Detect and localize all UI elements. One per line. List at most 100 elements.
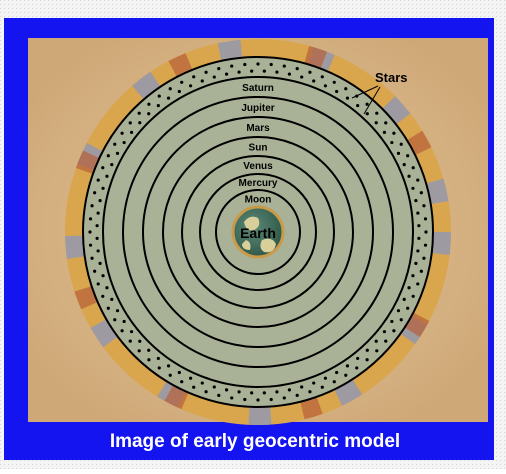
star-dot xyxy=(230,64,233,67)
stars-label: Stars xyxy=(375,70,408,85)
star-dot xyxy=(138,121,141,124)
star-dot xyxy=(110,163,113,166)
star-dot xyxy=(375,121,378,124)
star-dot xyxy=(296,394,299,397)
star-dot xyxy=(217,394,220,397)
star-dot xyxy=(101,295,104,298)
star-dot xyxy=(120,329,123,332)
star-dot xyxy=(180,81,183,84)
star-dot xyxy=(283,396,286,399)
star-dot xyxy=(417,237,420,240)
star-dot xyxy=(414,262,417,265)
star-dot xyxy=(167,364,170,367)
star-dot xyxy=(90,257,93,260)
star-dot xyxy=(158,366,161,369)
star-dot xyxy=(416,178,419,181)
star-dot xyxy=(237,71,240,74)
star-dot xyxy=(169,374,172,377)
star-dot xyxy=(101,166,104,169)
star-dot xyxy=(407,286,410,289)
star-dot xyxy=(256,62,259,65)
sphere-label: Mercury xyxy=(239,178,278,189)
star-dot xyxy=(130,330,133,333)
star-dot xyxy=(270,63,273,66)
star-dot xyxy=(88,230,91,233)
star-dot xyxy=(416,249,419,252)
star-dot xyxy=(422,257,425,260)
star-dot xyxy=(147,349,150,352)
star-dot xyxy=(93,191,96,194)
star-dot xyxy=(335,90,338,93)
star-dot xyxy=(392,132,395,135)
star-dot xyxy=(89,244,92,247)
star-dot xyxy=(312,381,315,384)
star-dot xyxy=(113,318,116,321)
star-dot xyxy=(116,152,119,155)
star-dot xyxy=(412,295,415,298)
star-dot xyxy=(288,72,291,75)
sphere-label: Jupiter xyxy=(241,103,274,114)
star-dot xyxy=(169,87,172,90)
star-dot xyxy=(424,217,427,220)
star-dot xyxy=(157,357,160,360)
star-dot xyxy=(130,131,133,134)
star-dot xyxy=(375,340,378,343)
star-dot xyxy=(411,274,414,277)
star-dot xyxy=(213,75,216,78)
star-dot xyxy=(230,396,233,399)
star-dot xyxy=(296,67,299,70)
star-dot xyxy=(407,175,410,178)
sphere-label: Saturn xyxy=(242,83,274,94)
star-dot xyxy=(321,75,324,78)
star-dot xyxy=(98,199,101,202)
sphere-label: Venus xyxy=(243,161,273,172)
star-dot xyxy=(355,366,358,369)
star-dot xyxy=(400,143,403,146)
star-dot xyxy=(344,87,347,90)
star-dot xyxy=(406,307,409,310)
star-dot xyxy=(424,230,427,233)
star-dot xyxy=(417,224,420,227)
star-dot xyxy=(97,178,100,181)
star-dot xyxy=(406,154,409,157)
star-dot xyxy=(180,380,183,383)
star-dot xyxy=(129,340,132,343)
star-dot xyxy=(300,75,303,78)
star-dot xyxy=(129,121,132,124)
star-dot xyxy=(192,386,195,389)
star-dot xyxy=(105,286,108,289)
star-dot xyxy=(110,298,113,301)
star-dot xyxy=(366,103,369,106)
star-dot xyxy=(97,211,100,214)
star-dot xyxy=(189,377,192,380)
star-dot xyxy=(400,318,403,321)
star-dot xyxy=(263,391,266,394)
star-dot xyxy=(308,390,311,393)
star-dot xyxy=(147,103,150,106)
star-dot xyxy=(204,71,207,74)
star-dot xyxy=(138,112,141,115)
star-dot xyxy=(97,249,100,252)
star-dot xyxy=(96,224,99,227)
star-dot xyxy=(243,398,246,401)
star-dot xyxy=(147,358,150,361)
star-dot xyxy=(403,163,406,166)
star-dot xyxy=(312,79,315,82)
star-dot xyxy=(333,380,336,383)
sphere-label: Sun xyxy=(249,143,268,154)
star-dot xyxy=(300,385,303,388)
star-dot xyxy=(275,390,278,393)
earth-label: Earth xyxy=(240,225,276,241)
star-dot xyxy=(192,75,195,78)
star-dot xyxy=(147,112,150,115)
page: SaturnJupiterMarsSunVenusMercuryMoon Ear… xyxy=(0,0,506,469)
star-dot xyxy=(178,90,181,93)
star-dot xyxy=(324,377,327,380)
star-dot xyxy=(123,320,126,323)
star-dot xyxy=(107,307,110,310)
star-dot xyxy=(397,309,400,312)
star-dot xyxy=(288,388,291,391)
star-dot xyxy=(213,385,216,388)
sphere-label: Moon xyxy=(245,195,272,206)
star-dot xyxy=(107,154,110,157)
